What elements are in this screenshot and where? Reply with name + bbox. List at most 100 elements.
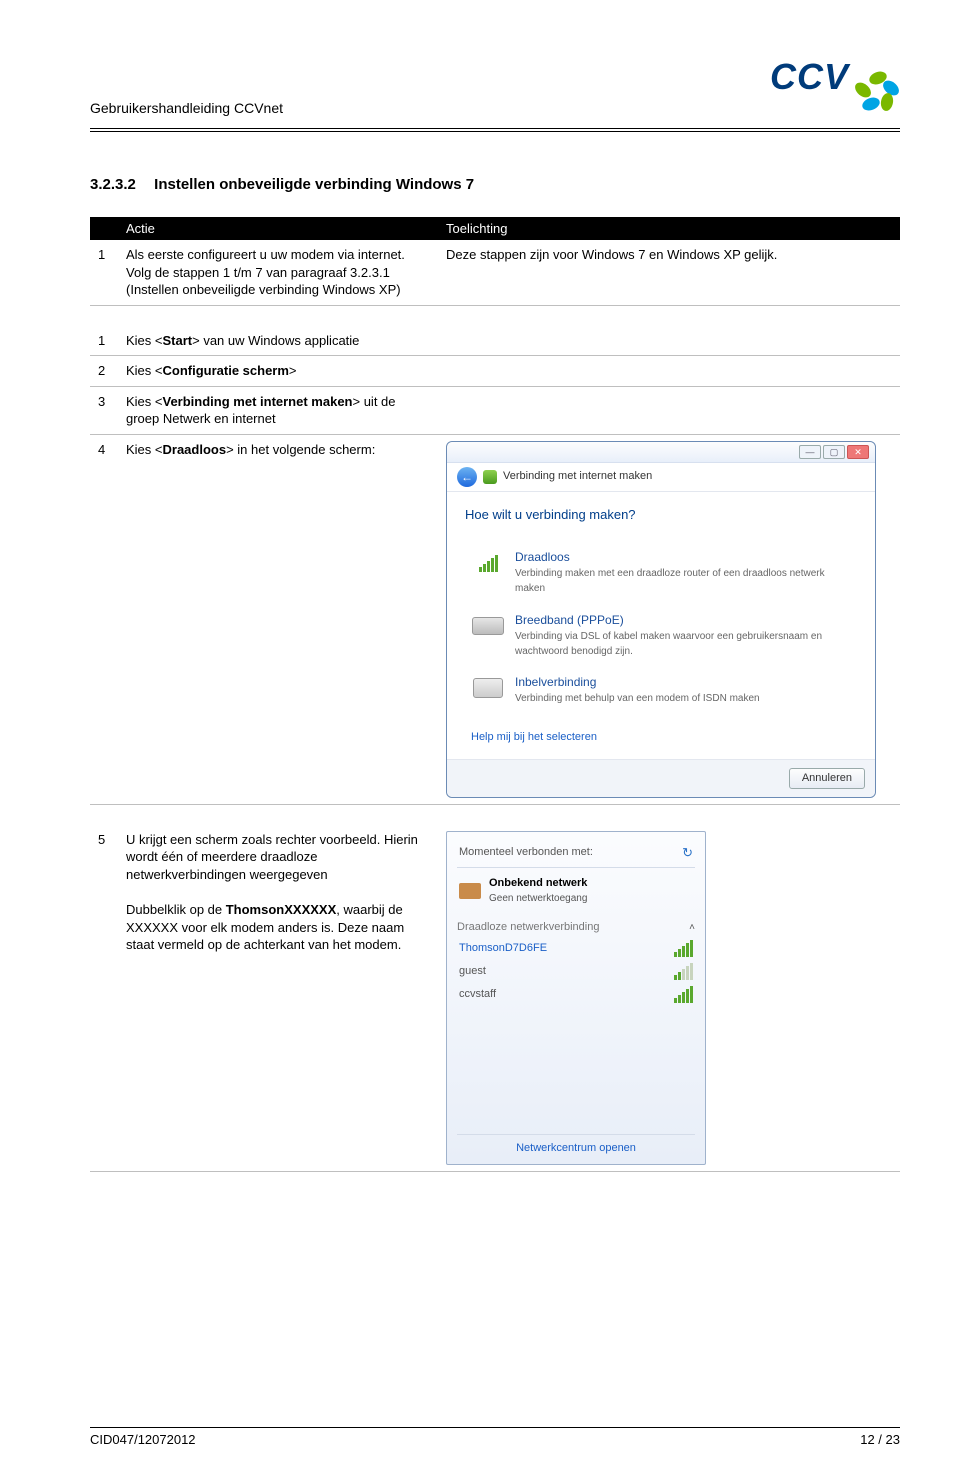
popup-head-text: Momenteel verbonden met: <box>459 845 593 860</box>
back-button[interactable]: ← <box>457 467 477 487</box>
txt: Dubbelklik op de <box>126 902 226 917</box>
th-blank <box>90 217 118 240</box>
bold: Draadloos <box>163 442 227 457</box>
doc-title: Gebruikershandleiding CCVnet <box>90 100 283 120</box>
help-link[interactable]: Help mij bij het selecteren <box>471 730 857 745</box>
row-screenshot-cell: Momenteel verbonden met: ↻ Onbekend netw… <box>438 825 900 1171</box>
wizard-heading: Hoe wilt u verbinding maken? <box>465 506 857 524</box>
popup-header: Momenteel verbonden met: ↻ <box>457 840 695 869</box>
network-item-guest[interactable]: guest <box>457 960 695 983</box>
row-num: 4 <box>90 434 118 804</box>
option-breedband[interactable]: Breedband (PPPoE) Verbinding via DSL of … <box>465 604 857 667</box>
wifi-icon <box>471 549 505 577</box>
row-toelichting <box>438 386 900 434</box>
chevron-up-icon[interactable]: ˄ <box>689 921 695 935</box>
table-row: 5 U krijgt een scherm zoals rechter voor… <box>90 825 900 1171</box>
modem-icon <box>471 612 505 640</box>
row-actie: Kies <Start> van uw Windows applicatie <box>118 326 438 356</box>
row-num: 5 <box>90 825 118 1171</box>
bold: Configuratie scherm <box>163 363 289 378</box>
txt: Kies < <box>126 363 163 378</box>
option-draadloos[interactable]: Draadloos Verbinding maken met een draad… <box>465 541 857 604</box>
header-rule-2 <box>90 131 900 132</box>
para2: Dubbelklik op de ThomsonXXXXXX, waarbij … <box>126 901 430 954</box>
actie-table-1: Actie Toelichting 1 Als eerste configure… <box>90 217 900 306</box>
table-row: 4 Kies <Draadloos> in het volgende scher… <box>90 434 900 804</box>
table-row: 1 Als eerste configureert u uw modem via… <box>90 240 900 305</box>
sec-label: Draadloze netwerkverbinding <box>457 920 599 935</box>
signal-icon <box>674 986 693 1003</box>
bold: Start <box>163 333 193 348</box>
table-row: 3 Kies <Verbinding met internet maken> u… <box>90 386 900 434</box>
opt-sub: Verbinding via DSL of kabel maken waarvo… <box>515 631 822 657</box>
network-item-ccvstaff[interactable]: ccvstaff <box>457 983 695 1006</box>
row-toelichting <box>438 356 900 387</box>
breadcrumb: Verbinding met internet maken <box>503 469 652 484</box>
table-row: 1 Kies <Start> van uw Windows applicatie <box>90 326 900 356</box>
wizard-window: — ▢ ✕ ← Verbinding met internet maken Ho… <box>446 441 876 798</box>
bold: ThomsonXXXXXX <box>226 902 337 917</box>
ccv-logo: CCV <box>770 50 900 120</box>
no-access: Geen netwerktoegang <box>489 893 587 904</box>
bold: Verbinding met internet maken <box>163 394 353 409</box>
maximize-button[interactable]: ▢ <box>823 445 845 459</box>
txt: Kies < <box>126 394 163 409</box>
row-actie: Als eerste configureert u uw modem via i… <box>118 240 438 305</box>
unknown-network: Onbekend netwerk <box>489 877 587 889</box>
network-icon <box>483 470 497 484</box>
row-num: 3 <box>90 386 118 434</box>
section-heading: 3.2.3.2 Instellen onbeveiligde verbindin… <box>90 176 900 193</box>
section-title: Instellen onbeveiligde verbinding Window… <box>154 176 474 193</box>
opt-sub: Verbinding maken met een draadloze route… <box>515 568 825 594</box>
bench-icon <box>459 883 481 899</box>
logo-text: CCV <box>770 56 849 98</box>
network-popup: Momenteel verbonden met: ↻ Onbekend netw… <box>446 831 706 1165</box>
section-number: 3.2.3.2 <box>90 176 150 193</box>
row-num: 1 <box>90 326 118 356</box>
row-actie: Kies <Draadloos> in het volgende scherm: <box>118 434 438 804</box>
row-toelichting <box>438 326 900 356</box>
actie-table-3: 5 U krijgt een scherm zoals rechter voor… <box>90 825 900 1172</box>
signal-icon <box>674 963 693 980</box>
signal-icon <box>674 940 693 957</box>
para1: U krijgt een scherm zoals rechter voorbe… <box>126 831 430 884</box>
header-rule <box>90 128 900 129</box>
actie-table-2: 1 Kies <Start> van uw Windows applicatie… <box>90 326 900 805</box>
net-name: ccvstaff <box>459 987 496 1002</box>
current-network: Onbekend netwerk Geen netwerktoegang <box>457 872 695 910</box>
page-footer: CID047/12072012 12 / 23 <box>90 1427 900 1447</box>
row-num: 1 <box>90 240 118 305</box>
th-toelichting: Toelichting <box>438 217 900 240</box>
option-inbel[interactable]: Inbelverbinding Verbinding met behulp va… <box>465 666 857 714</box>
row-actie: U krijgt een scherm zoals rechter voorbe… <box>118 825 438 1171</box>
txt: > <box>289 363 297 378</box>
footer-left: CID047/12072012 <box>90 1432 196 1447</box>
refresh-icon[interactable]: ↻ <box>682 844 693 862</box>
table-row: 2 Kies <Configuratie scherm> <box>90 356 900 387</box>
wizard-titlebar: — ▢ ✕ <box>447 442 875 463</box>
opt-title: Draadloos <box>515 550 570 564</box>
opt-title: Inbelverbinding <box>515 675 596 689</box>
row-num: 2 <box>90 356 118 387</box>
row-actie: Kies <Verbinding met internet maken> uit… <box>118 386 438 434</box>
th-actie: Actie <box>118 217 438 240</box>
dialup-icon <box>471 674 505 702</box>
txt: Kies < <box>126 333 163 348</box>
opt-sub: Verbinding met behulp van een modem of I… <box>515 693 760 704</box>
footer-right: 12 / 23 <box>860 1432 900 1447</box>
txt: Kies < <box>126 442 163 457</box>
txt: > van uw Windows applicatie <box>192 333 359 348</box>
cancel-button[interactable]: Annuleren <box>789 768 865 789</box>
open-network-center-link[interactable]: Netwerkcentrum openen <box>457 1134 695 1156</box>
row-toelichting: Deze stappen zijn voor Windows 7 en Wind… <box>438 240 900 305</box>
row-actie: Kies <Configuratie scherm> <box>118 356 438 387</box>
network-item-thomson[interactable]: ThomsonD7D6FE <box>457 937 695 960</box>
logo-flower-icon <box>856 72 900 116</box>
close-button[interactable]: ✕ <box>847 445 869 459</box>
opt-title: Breedband (PPPoE) <box>515 613 624 627</box>
txt: > in het volgende scherm: <box>226 442 375 457</box>
section-wireless: Draadloze netwerkverbinding ˄ <box>457 920 695 935</box>
minimize-button[interactable]: — <box>799 445 821 459</box>
net-name: guest <box>459 964 486 979</box>
net-name: ThomsonD7D6FE <box>459 941 547 956</box>
